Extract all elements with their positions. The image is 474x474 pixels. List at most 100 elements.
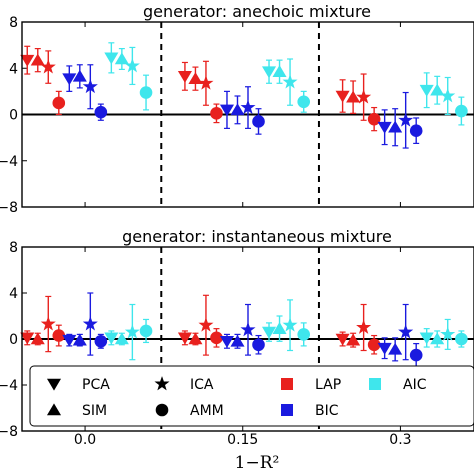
amm-marker (52, 96, 66, 110)
amm-marker (94, 105, 108, 119)
amm-marker (367, 112, 381, 126)
plot-frame (21, 246, 474, 432)
sim-marker (388, 120, 403, 133)
amm-marker (139, 324, 153, 338)
pca-marker (46, 378, 62, 391)
y-tick-label: 8 (9, 15, 18, 31)
y-tick-label: 4 (9, 61, 18, 77)
ica-marker (398, 112, 414, 127)
ica-marker (154, 376, 170, 391)
ica-marker (82, 316, 98, 331)
pca-marker (335, 333, 350, 346)
amm-marker (367, 338, 381, 352)
y-tick-label: −4 (0, 154, 18, 170)
legend-swatch-bic (281, 404, 293, 416)
amm-marker (94, 334, 108, 348)
sim-marker (272, 65, 287, 78)
plot-frame (21, 21, 474, 208)
pca-marker (219, 104, 235, 117)
x-tick-label: 0.15 (227, 432, 258, 448)
sim-marker (72, 69, 87, 82)
instantaneous-panel: 8 4 0 −4 −8 (0, 240, 474, 440)
legend-box (29, 365, 474, 427)
sim-marker (430, 83, 445, 96)
ica-marker (124, 324, 140, 339)
sim-marker (46, 403, 62, 416)
legend: PCA SIM ICA AMM LAP BIC AIC (29, 365, 474, 427)
x-tick-label: 0.3 (389, 432, 411, 448)
x-tick-labels: 0.0 0.15 0.3 (74, 432, 412, 448)
sim-marker (272, 322, 287, 334)
sim-marker (114, 52, 129, 65)
ica-marker (282, 317, 298, 332)
pca-marker (219, 336, 235, 348)
ica-marker (282, 74, 298, 89)
sim-marker (30, 332, 45, 345)
pca-marker (335, 90, 350, 103)
ica-marker (240, 321, 256, 337)
ica-marker (440, 326, 456, 341)
legend-swatch-aic (369, 378, 381, 390)
sim-marker (388, 342, 403, 355)
legend-label-sim: SIM (82, 403, 107, 419)
pca-marker (377, 121, 392, 134)
legend-label-aic: AIC (403, 377, 427, 393)
anechoic-title: generator: anechoic mixture (143, 2, 371, 21)
pca-marker (62, 334, 77, 347)
sim-marker (346, 333, 361, 346)
legend-label-bic: BIC (315, 403, 339, 419)
ica-marker (198, 75, 214, 90)
amm-marker (155, 403, 169, 417)
amm-marker (139, 86, 153, 99)
sim-marker (430, 332, 445, 345)
legend-swatch-lap (281, 378, 293, 390)
ica-marker (198, 317, 214, 332)
y-tick-label: 0 (9, 108, 18, 124)
sim-marker (230, 103, 245, 116)
instantaneous-title: generator: instantaneous mixture (122, 227, 392, 246)
pca-marker (261, 66, 277, 79)
y-tick-label: −8 (0, 200, 18, 216)
amm-marker (210, 331, 223, 345)
ica-marker (124, 58, 140, 73)
amm-marker (455, 332, 468, 346)
legend-label-amm: AMM (190, 403, 224, 419)
pca-marker (419, 84, 434, 97)
y-tick-label: −8 (0, 424, 18, 440)
legend-label-lap: LAP (315, 377, 341, 393)
amm-marker (252, 115, 265, 128)
y-tick-label: 4 (9, 286, 18, 302)
pca-marker (261, 326, 277, 339)
ica-marker (40, 59, 56, 74)
amm-marker (252, 338, 265, 352)
pca-marker (104, 52, 119, 65)
sim-marker (188, 332, 203, 345)
pca-marker (20, 54, 35, 67)
ica-marker (240, 99, 256, 114)
ica-marker (356, 89, 372, 104)
pca-marker (62, 73, 77, 86)
pca-marker (104, 332, 119, 345)
amm-marker (210, 107, 223, 120)
sim-marker (346, 90, 361, 103)
pca-marker (419, 332, 434, 345)
y-tick-label: 8 (9, 240, 18, 256)
ica-marker (356, 319, 372, 334)
pca-marker (20, 332, 35, 345)
sim-marker (114, 332, 129, 345)
amm-marker (409, 124, 423, 137)
x-axis-label: 1−R² (235, 453, 280, 473)
y-tick-label: −4 (0, 378, 18, 394)
pca-marker (377, 342, 392, 355)
ica-marker (40, 316, 56, 331)
sim-marker (230, 334, 245, 347)
sim-marker (72, 333, 87, 346)
anechoic-panel: 8 4 0 −4 −8 (0, 15, 474, 216)
y-tick-label: 0 (9, 332, 18, 348)
ica-marker (82, 78, 98, 94)
amm-marker (297, 328, 311, 341)
ica-marker (398, 324, 414, 339)
pca-marker (177, 332, 192, 345)
legend-label-pca: PCA (82, 377, 110, 393)
